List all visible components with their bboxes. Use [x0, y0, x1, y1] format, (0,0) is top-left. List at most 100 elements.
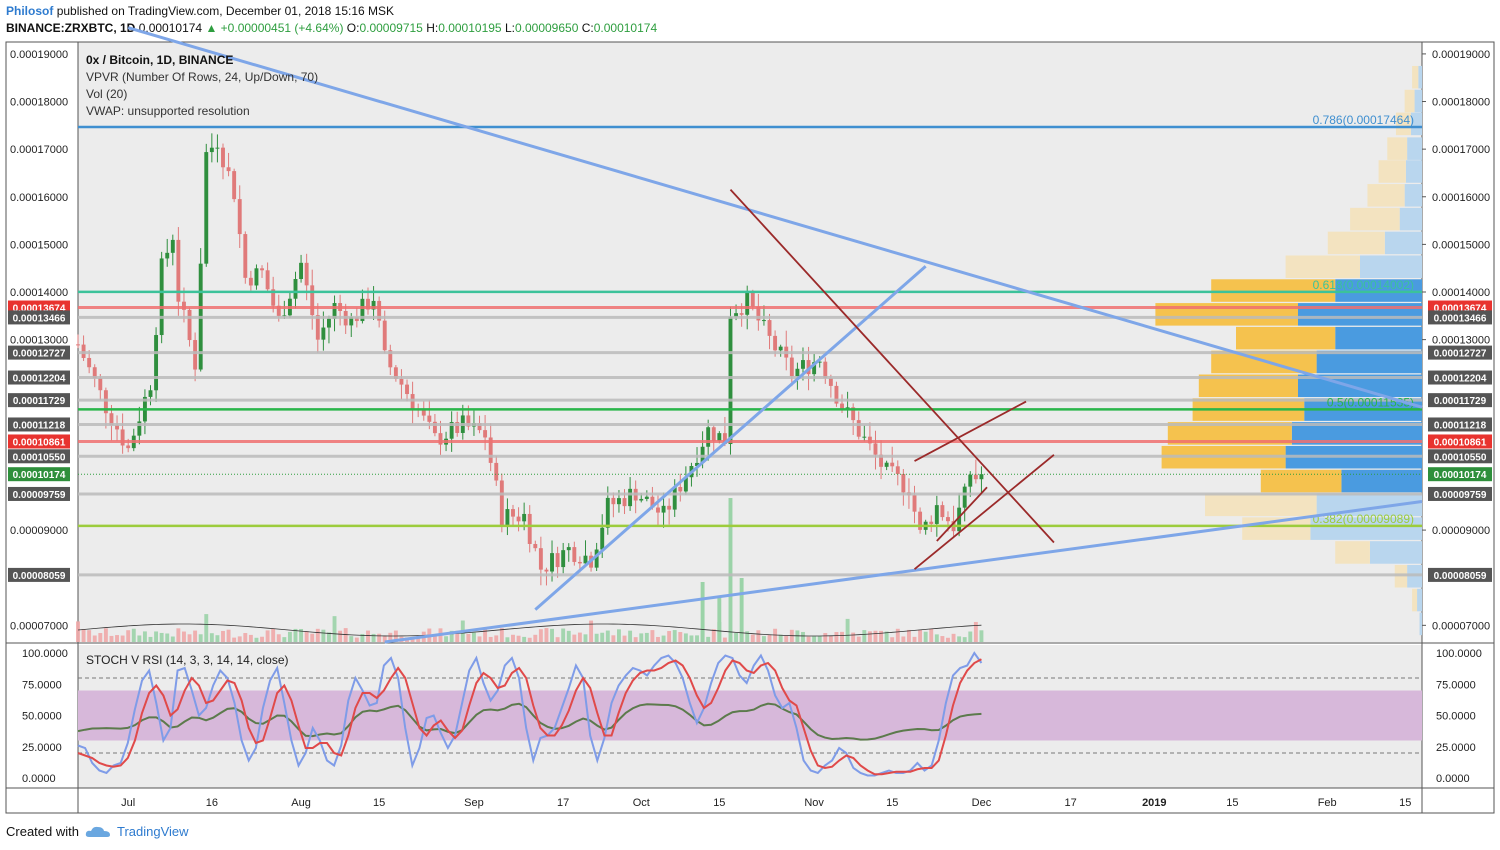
volume-bar [923, 631, 928, 642]
volume-bar [137, 635, 142, 642]
volume-bar [968, 631, 973, 642]
candle-body [851, 407, 856, 421]
volume-bar [711, 629, 716, 642]
close-value: 0.00010174 [593, 21, 658, 35]
volume-bar [890, 637, 895, 642]
candle-body [767, 320, 772, 336]
date-tick-label: 15 [1226, 797, 1238, 809]
volume-bar [912, 636, 917, 642]
candle-body [739, 313, 744, 315]
date-tick-label: Jul [121, 797, 135, 809]
vpvr-down-bar [1417, 588, 1422, 612]
open-value: 0.00009715 [359, 21, 423, 35]
trendline [936, 486, 988, 542]
high-label: H: [426, 21, 439, 35]
level-tag-label-left: 0.00009759 [13, 490, 66, 501]
volume-bar [209, 633, 214, 642]
candle-body [856, 420, 861, 437]
candle-body [87, 357, 92, 368]
candle-body [232, 171, 237, 200]
volume-bar [566, 630, 571, 642]
vpvr-down-bar [1405, 160, 1422, 183]
volume-bar [661, 635, 666, 642]
date-tick-label: Feb [1318, 797, 1337, 809]
volume-bar [260, 636, 264, 642]
volume-bar [81, 629, 86, 642]
vpvr-down-bar [1316, 350, 1422, 374]
candle-body [683, 477, 688, 492]
vpvr-down-bar [1419, 612, 1422, 636]
candle-body [533, 543, 538, 549]
level-tag-label-left: 0.00010861 [13, 437, 66, 448]
candle-body [639, 498, 644, 501]
candle-body [98, 378, 103, 391]
volume-bar [382, 636, 387, 642]
fib-level-label: 0.382(0.00009089) [1313, 512, 1414, 526]
candle-body [622, 498, 627, 507]
candle-body [884, 462, 889, 467]
volume-bar [862, 630, 867, 642]
volume-bar [873, 630, 878, 642]
candle-body [862, 436, 867, 438]
vpvr-up-bar [1412, 588, 1418, 612]
candle-body [605, 497, 610, 528]
volume-bar [806, 636, 811, 642]
candle-body [483, 430, 488, 438]
volume-bar [745, 631, 750, 642]
candle-body [538, 548, 543, 570]
candle-body [494, 462, 499, 481]
date-tick-label: Aug [291, 797, 311, 809]
volume-bar [689, 635, 694, 642]
candle-body [745, 291, 750, 315]
level-tag-bg-right [1428, 486, 1492, 501]
candle-body [382, 320, 387, 351]
candle-body [427, 415, 432, 422]
candle-body [488, 437, 493, 463]
left-price-tick-label: 0.00017000 [10, 144, 68, 156]
volume-bar [276, 634, 281, 642]
close-label: C: [581, 21, 594, 35]
level-tag-label-left: 0.00010550 [13, 452, 66, 463]
author-link[interactable]: Philosof [6, 4, 54, 18]
price-tick-label: 0.00019000 [1432, 49, 1490, 61]
volume-spike-bar [739, 578, 744, 642]
volume-bar [851, 632, 856, 642]
volume-bar [377, 633, 382, 642]
volume-bar [695, 635, 699, 642]
candle-body [299, 262, 304, 280]
change-value: ▲ +0.00000451 (+4.64%) [205, 21, 344, 35]
volume-bar [410, 637, 415, 642]
level-tag-label-left: 0.00008059 [13, 571, 66, 582]
volume-bar [533, 634, 538, 642]
candle-body [405, 384, 409, 395]
stoch-k-line [77, 651, 983, 777]
left-price-tick-label: 0.00014000 [10, 287, 68, 299]
volume-bar [823, 633, 828, 642]
candle-body [957, 507, 962, 532]
candle-body [455, 422, 460, 433]
candle-body [516, 516, 521, 522]
volume-bar [867, 631, 872, 642]
volume-spike-bar [717, 597, 722, 642]
volume-bar [589, 620, 594, 642]
candle-body [170, 239, 175, 253]
volume-bar [76, 621, 80, 642]
level-tag-bg-left [8, 434, 70, 449]
price-tick-label: 0.00013000 [1432, 335, 1490, 347]
osc-tick-label-left: 50.0000 [22, 711, 62, 723]
candle-body [204, 152, 209, 264]
level-tag-bg-right [1428, 417, 1492, 432]
left-price-tick-label: 0.00015000 [10, 239, 68, 251]
candle-body [243, 234, 248, 278]
tradingview-link[interactable]: TradingView [116, 824, 189, 839]
candle-body [678, 486, 683, 492]
candle-body [728, 316, 733, 445]
volume-bar [505, 637, 510, 642]
volume-bar [527, 637, 532, 642]
volume-bar [354, 637, 359, 642]
volume-bar [198, 634, 203, 642]
level-tag-bg-left [8, 486, 70, 501]
candle-body [968, 474, 973, 487]
volume-bar [650, 630, 655, 642]
